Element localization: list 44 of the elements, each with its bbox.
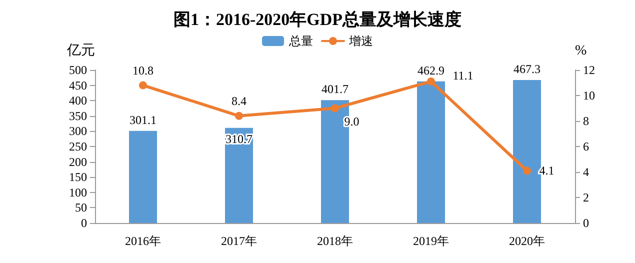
y-tick-label: 150: [69, 170, 87, 184]
y2-tick-label: 10: [583, 88, 595, 102]
y2-tick-label: 4: [583, 165, 589, 179]
point: [139, 81, 147, 90]
legend-label: 增速: [348, 34, 373, 48]
bar: [129, 130, 157, 223]
y2-tick-label: 6: [583, 140, 589, 154]
y-tick-label: 250: [69, 140, 87, 154]
y2-tick-label: 8: [583, 114, 589, 128]
point: [331, 104, 339, 112]
x-tick-label: 2019年: [413, 234, 449, 248]
x-tick-label: 2018年: [317, 234, 353, 248]
data-label: 8.4: [232, 94, 246, 108]
y2-tick-label: 0: [583, 216, 589, 230]
legend-label: 总量: [288, 34, 313, 48]
y-tick-label: 350: [69, 108, 87, 123]
x-tick-label: 2017年: [221, 234, 257, 248]
data-label: 401.7: [322, 82, 348, 96]
y2-axis-title: %: [575, 44, 587, 58]
data-label: 11.1: [452, 68, 474, 82]
y-tick-label: 400: [69, 94, 87, 108]
y-tick-label: 50: [75, 200, 87, 215]
data-label: 301.1: [130, 112, 156, 127]
y2-tick-label: 2: [583, 190, 589, 204]
bar: [513, 80, 541, 223]
data-label: 467.3: [514, 62, 540, 76]
point: [523, 166, 531, 175]
y-tick-label: 100: [69, 185, 87, 200]
bar: [417, 81, 445, 223]
y-tick-label: 500: [69, 63, 87, 77]
y-tick-label: 450: [69, 78, 87, 92]
chart-title: 图1：2016-2020年GDP总量及增长速度: [173, 10, 462, 29]
y2-tick-label: 12: [583, 63, 595, 77]
data-label: 462.9: [418, 63, 444, 78]
point: [235, 112, 243, 120]
x-tick-label: 2020年: [509, 234, 545, 248]
y-tick-label: 200: [69, 154, 87, 169]
x-tick-label: 2016年: [125, 234, 161, 248]
y-tick-label: 300: [69, 124, 87, 138]
point: [427, 77, 435, 86]
data-label: 10.8: [132, 63, 154, 78]
y-axis-title: 亿元: [66, 42, 95, 58]
y-tick-label: 0: [81, 216, 87, 230]
data-label: 310.7: [226, 132, 252, 146]
